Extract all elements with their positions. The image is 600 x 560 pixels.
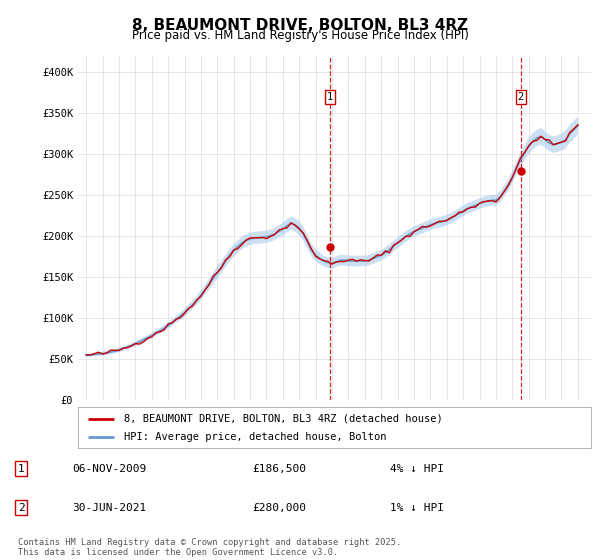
Text: 1: 1 bbox=[17, 464, 25, 474]
Text: 1: 1 bbox=[326, 92, 333, 102]
Text: 2: 2 bbox=[517, 92, 524, 102]
Text: 06-NOV-2009: 06-NOV-2009 bbox=[72, 464, 146, 474]
Text: 8, BEAUMONT DRIVE, BOLTON, BL3 4RZ: 8, BEAUMONT DRIVE, BOLTON, BL3 4RZ bbox=[132, 18, 468, 33]
Text: 30-JUN-2021: 30-JUN-2021 bbox=[72, 503, 146, 513]
Text: £186,500: £186,500 bbox=[252, 464, 306, 474]
Text: 2: 2 bbox=[17, 503, 25, 513]
Text: HPI: Average price, detached house, Bolton: HPI: Average price, detached house, Bolt… bbox=[124, 432, 386, 442]
Text: 1% ↓ HPI: 1% ↓ HPI bbox=[390, 503, 444, 513]
Text: Price paid vs. HM Land Registry's House Price Index (HPI): Price paid vs. HM Land Registry's House … bbox=[131, 29, 469, 42]
Text: £280,000: £280,000 bbox=[252, 503, 306, 513]
Text: 4% ↓ HPI: 4% ↓ HPI bbox=[390, 464, 444, 474]
Text: 8, BEAUMONT DRIVE, BOLTON, BL3 4RZ (detached house): 8, BEAUMONT DRIVE, BOLTON, BL3 4RZ (deta… bbox=[124, 414, 443, 423]
Text: Contains HM Land Registry data © Crown copyright and database right 2025.
This d: Contains HM Land Registry data © Crown c… bbox=[18, 538, 401, 557]
